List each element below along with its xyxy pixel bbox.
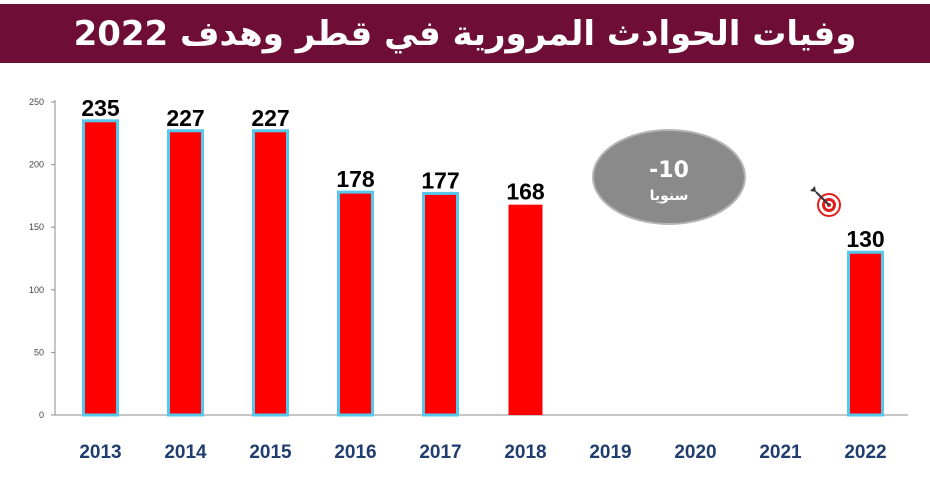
x-tick-label: 2020 (674, 442, 716, 463)
bar (508, 204, 543, 415)
x-tick-label: 2018 (504, 442, 546, 463)
bar (337, 190, 374, 417)
title-banner: وفيات الحوادث المرورية في قطر وهدف 2022 (0, 4, 930, 63)
x-tick-label: 2022 (844, 442, 886, 463)
x-tick-label: 2015 (249, 442, 292, 463)
x-tick-label: 2021 (759, 442, 802, 463)
bar-data-label: 178 (336, 166, 375, 192)
chart-title: وفيات الحوادث المرورية في قطر وهدف 2022 (73, 13, 857, 54)
y-tick-label: 0 (39, 410, 44, 420)
y-tick-label: 150 (29, 222, 44, 232)
dart-flight (810, 186, 816, 192)
bar-data-label: 130 (846, 226, 884, 252)
x-tick-label: 2019 (589, 442, 631, 463)
bar (847, 250, 884, 417)
bar (252, 129, 289, 417)
y-tick-label: 100 (29, 285, 44, 295)
x-tick-label: 2013 (79, 442, 121, 463)
x-tick-label: 2016 (334, 442, 376, 463)
bar-data-label: 227 (166, 105, 204, 131)
rate-badge-text: سنويا (650, 188, 689, 204)
bar-data-label: 235 (81, 95, 120, 121)
x-tick-label: 2017 (419, 442, 461, 463)
bar-data-label: 177 (421, 167, 459, 193)
y-tick-label: 50 (34, 347, 44, 357)
bar-data-label: 168 (506, 179, 545, 205)
x-tick-label: 2014 (164, 442, 207, 463)
dart-shaft (815, 191, 830, 206)
y-tick-label: 200 (29, 160, 44, 170)
bar (167, 129, 204, 417)
bar (422, 191, 459, 417)
y-tick-label: 250 (29, 97, 44, 107)
rate-badge-value: -10 (649, 158, 689, 183)
bar (82, 119, 119, 417)
bar-data-label: 227 (251, 105, 289, 131)
rate-badge (592, 129, 746, 225)
